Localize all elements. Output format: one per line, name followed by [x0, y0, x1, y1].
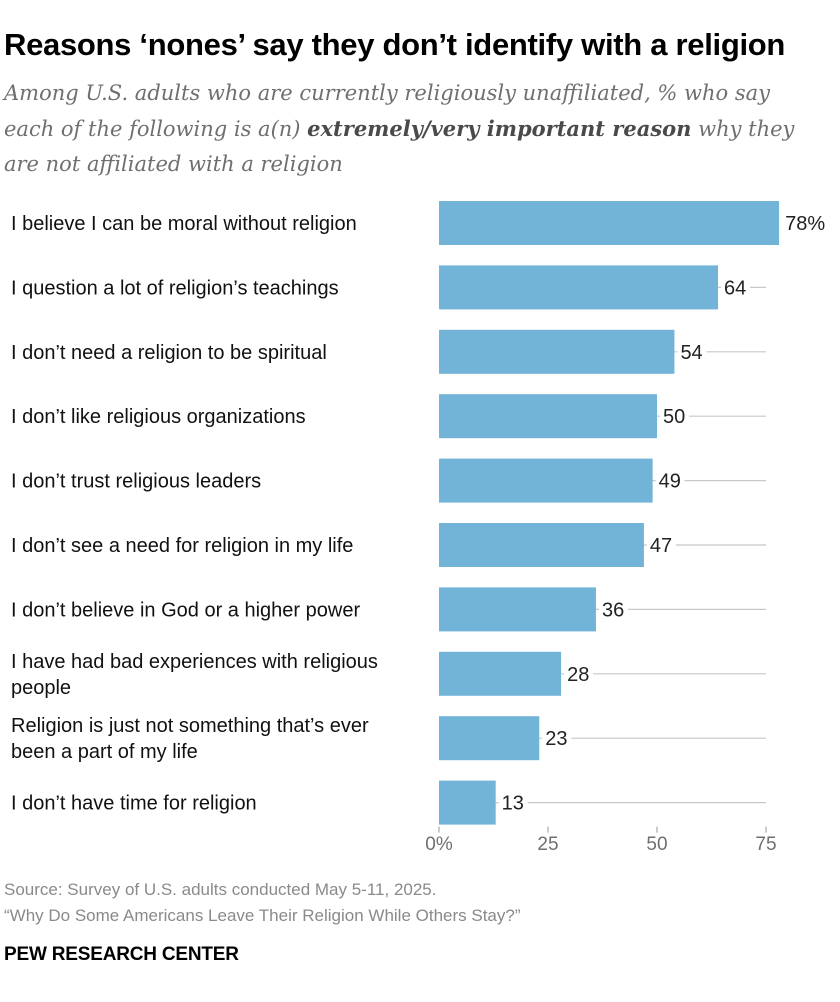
value-label-bg	[564, 661, 594, 686]
value-label-bg	[655, 468, 685, 493]
bar	[439, 587, 596, 632]
bar	[439, 201, 780, 245]
value-label: 78%	[785, 213, 825, 235]
category-label: I don’t need a religion to be spiritual	[11, 342, 327, 364]
category-label-line: I don’t believe in God or a higher power	[11, 599, 360, 621]
value-label: 36	[602, 599, 624, 621]
value-label-bg	[542, 726, 572, 751]
value-label: 54	[680, 342, 702, 364]
report-title: “Why Do Some Americans Leave Their Relig…	[4, 906, 521, 925]
category-label-line: I don’t need a religion to be spiritual	[11, 342, 327, 364]
subtitle-emphasis: extremely/very important reason	[307, 116, 692, 141]
category-label: I don’t believe in God or a higher power	[11, 599, 360, 621]
value-label: 50	[663, 406, 685, 428]
category-label-line: I don’t trust religious leaders	[11, 471, 261, 493]
category-label-line: I don’t like religious organizations	[11, 406, 306, 428]
bar	[439, 265, 719, 310]
bar	[439, 394, 657, 439]
category-label-line: I don’t see a need for religion in my li…	[11, 535, 353, 557]
value-label: 49	[659, 471, 681, 493]
value-label-bg	[677, 339, 707, 364]
value-label-bg	[782, 211, 823, 235]
category-label: I don’t trust religious leaders	[11, 471, 261, 493]
source-text: Source: Survey of U.S. adults conducted …	[4, 880, 437, 899]
bar-chart: 0% 25 50 75 78% I believe I can be moral with…	[11, 201, 825, 855]
category-label-line: I don’t have time for religion	[11, 793, 257, 815]
chart-title: Reasons ‘nones’ say they don’t identify …	[4, 27, 786, 62]
value-label-bg	[660, 404, 689, 429]
bar	[439, 651, 562, 696]
value-label: 13	[502, 793, 524, 815]
subtitle-text-end: why they are not affiliated with a relig…	[4, 117, 795, 176]
bar	[439, 780, 496, 825]
bar	[439, 716, 540, 761]
category-label-line: people	[11, 677, 71, 699]
value-label: 47	[650, 535, 672, 557]
x-tick-label: 50	[646, 834, 667, 855]
bar	[439, 523, 644, 567]
value-label-bg	[598, 597, 628, 622]
x-tick-label: 75	[755, 834, 776, 855]
subtitle-text-start: Among U.S. adults who are currently reli…	[4, 81, 771, 141]
category-label: I have had bad experiences with religiou…	[11, 651, 378, 699]
category-label: Religion is just not something that’s ev…	[11, 715, 369, 763]
category-label: I don’t see a need for religion in my li…	[11, 535, 353, 557]
category-label-line: I have had bad experiences with religiou…	[11, 651, 378, 673]
x-tick-label: 25	[537, 834, 558, 855]
value-label: 28	[567, 664, 589, 686]
chart-subtitle: Among U.S. adults who are currently reli…	[4, 76, 824, 182]
category-label-line: been a part of my life	[11, 741, 198, 763]
category-label: I don’t like religious organizations	[11, 406, 306, 428]
org-logo-text: PEW RESEARCH CENTER	[4, 944, 239, 965]
value-label: 23	[545, 728, 567, 750]
value-label: 64	[724, 277, 746, 299]
value-label-bg	[498, 790, 528, 815]
category-label: I believe I can be moral without religio…	[11, 213, 357, 235]
bar	[439, 329, 675, 374]
category-label-line: I question a lot of religion’s teachings	[11, 277, 339, 299]
value-label-bg	[721, 275, 751, 300]
source-note: Source: Survey of U.S. adults conducted …	[4, 877, 521, 929]
category-label-line: I believe I can be moral without religio…	[11, 213, 357, 235]
category-label: I question a lot of religion’s teachings	[11, 277, 339, 299]
value-label-bg	[646, 533, 676, 557]
category-label-line: Religion is just not something that’s ev…	[11, 715, 369, 737]
x-tick-label: 0%	[425, 834, 453, 855]
category-label: I don’t have time for religion	[11, 793, 257, 815]
bar	[439, 458, 653, 503]
